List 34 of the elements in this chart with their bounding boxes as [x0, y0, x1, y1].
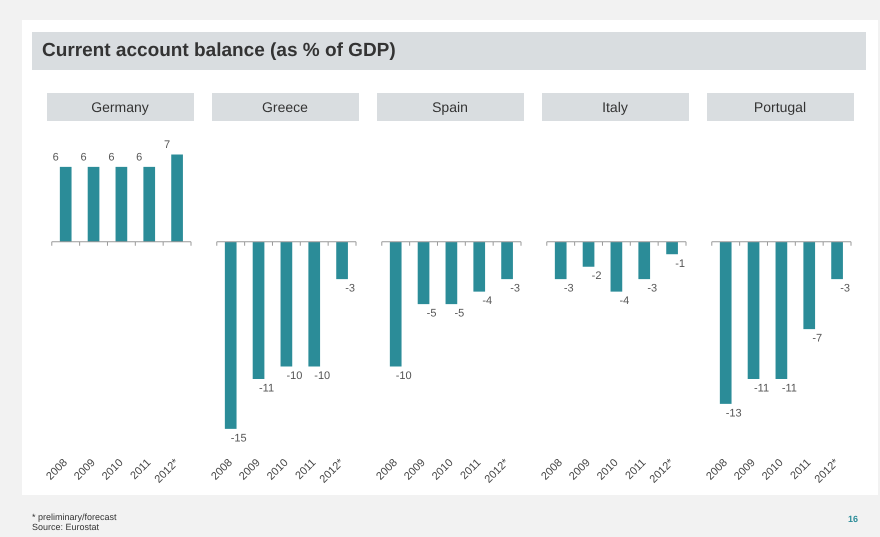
- text: Current account balance (as % of GDP): [32, 32, 866, 70]
- data-label: -10: [314, 370, 330, 382]
- data-label: -3: [345, 282, 355, 295]
- source-note: Source: Eurostat: [32, 522, 100, 532]
- data-label: -11: [259, 382, 274, 395]
- text: 16: [848, 514, 858, 524]
- data-label: -11: [782, 382, 797, 395]
- data-label: -4: [620, 295, 630, 308]
- data-label: 6: [80, 151, 87, 164]
- data-label: -3: [840, 282, 850, 295]
- data-label: -3: [647, 282, 658, 295]
- data-label: 7: [164, 138, 170, 151]
- data-label: 6: [108, 151, 114, 164]
- data-label: 6: [136, 151, 142, 164]
- data-label: 6: [52, 151, 59, 164]
- data-label: -10: [396, 370, 412, 382]
- data-label: -1: [675, 258, 685, 270]
- data-label: -4: [482, 295, 492, 308]
- data-label: -3: [564, 282, 574, 295]
- data-label: -5: [426, 308, 436, 320]
- data-label: -10: [286, 370, 302, 382]
- data-label: -13: [726, 407, 742, 420]
- data-label: -7: [812, 332, 822, 345]
- data-label: -3: [510, 282, 520, 295]
- chart-title: Portugal: [706, 93, 854, 121]
- data-label: -2: [592, 270, 602, 282]
- data-label: -5: [454, 308, 464, 320]
- data-label: -11: [754, 382, 770, 395]
- data-label: -15: [230, 432, 247, 444]
- chart-title: Italy: [542, 93, 688, 121]
- chart-title: Germany: [46, 93, 194, 121]
- chart-title: Greece: [212, 93, 358, 121]
- chart-title: Spain: [376, 93, 524, 121]
- text: * preliminary/forecast: [32, 512, 117, 522]
